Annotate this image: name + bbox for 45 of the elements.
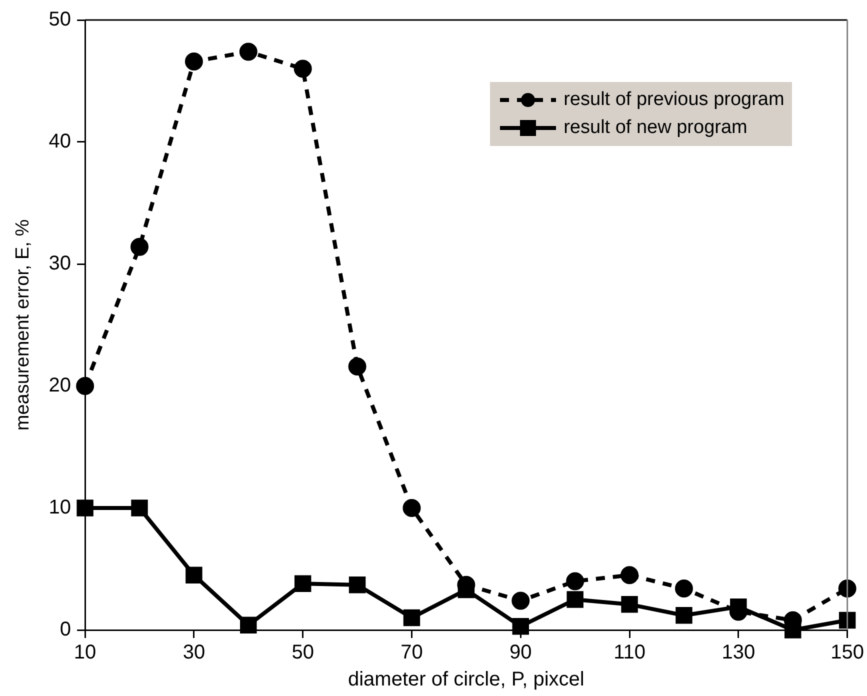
point (184, 52, 203, 70)
point (838, 612, 856, 629)
x-axis-title: diameter of circle, P, pixcel (348, 668, 584, 691)
point (76, 500, 94, 516)
point (566, 572, 584, 590)
point (620, 566, 639, 584)
point (294, 60, 312, 78)
point (566, 591, 584, 608)
point (458, 581, 475, 598)
point (348, 357, 366, 376)
y-tick-label: 20 (48, 374, 72, 397)
point (239, 42, 258, 61)
y-tick-label: 10 (48, 496, 72, 519)
x-tick-label: 50 (292, 642, 314, 664)
legend-label: result of previous program (564, 89, 784, 111)
y-tick-label: 30 (48, 252, 72, 275)
legend-label: result of new program (564, 117, 748, 139)
point (784, 622, 802, 638)
point (674, 580, 693, 598)
point (130, 238, 148, 256)
point (676, 606, 692, 624)
y-tick-label: 50 (48, 8, 72, 31)
x-tick-label: 70 (400, 642, 423, 664)
point (294, 575, 312, 592)
x-tick-label: 10 (74, 642, 96, 664)
x-tick-label: 90 (510, 642, 532, 664)
x-tick-label: 130 (722, 642, 756, 664)
point (240, 616, 257, 634)
point (621, 596, 638, 613)
point (403, 609, 420, 626)
y-tick-label: 40 (48, 130, 72, 153)
x-tick-label: 110 (614, 642, 646, 664)
point (402, 499, 421, 517)
x-tick-label: 30 (182, 642, 206, 664)
point (76, 377, 94, 395)
y-axis-title: measurement error, E, % (12, 219, 34, 431)
point (512, 592, 530, 610)
point (348, 576, 366, 594)
point (512, 618, 529, 635)
point (838, 580, 856, 598)
x-tick-label: 150 (830, 642, 864, 664)
point (730, 598, 747, 616)
point (186, 566, 202, 584)
y-tick-label: 0 (60, 618, 72, 641)
point (131, 500, 148, 516)
